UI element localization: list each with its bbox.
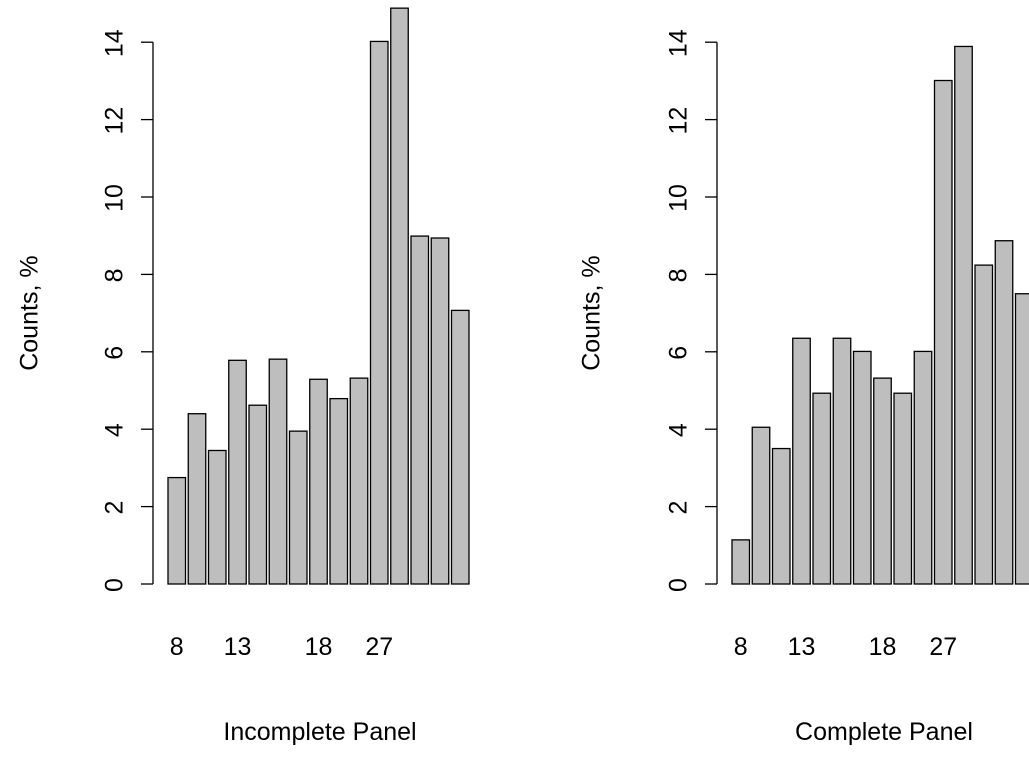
bar: [933, 79, 953, 585]
bar: [893, 392, 913, 585]
bar: [430, 237, 450, 585]
y-tick-label: 14: [665, 29, 693, 57]
y-tick-label: 4: [101, 423, 129, 437]
y-tick-label: 0: [665, 578, 693, 592]
bar: [309, 378, 328, 585]
bar: [288, 430, 308, 585]
y-tick-label: 14: [101, 29, 129, 57]
y-axis-label: Counts, %: [16, 255, 44, 370]
bar: [167, 476, 187, 585]
x-tick-labels: 8 13 18 27: [170, 633, 393, 661]
bar: [1014, 293, 1029, 585]
x-tick-label: 27: [365, 633, 393, 661]
x-tick-label: 13: [788, 633, 816, 661]
bar: [913, 350, 933, 585]
y-axis-label: Counts, %: [578, 255, 606, 370]
panel-title: Complete Panel: [795, 718, 973, 746]
panel-title: Incomplete Panel: [223, 718, 416, 746]
bar: [852, 350, 872, 585]
bar: [329, 397, 349, 585]
bar: [832, 337, 852, 585]
bar: [268, 358, 288, 585]
y-tick-label: 10: [101, 184, 129, 212]
panel-complete: 0 2 4 6 8 10 12 14 8 13 18 27 Counts, % Complete P…: [578, 29, 1029, 746]
y-tick-label: 8: [665, 268, 693, 282]
bar: [974, 264, 994, 585]
bar: [751, 426, 771, 585]
x-tick-label: 18: [869, 633, 897, 661]
y-axis: 0 2 4 6 8 10 12 14: [101, 29, 154, 592]
x-tick-label: 27: [929, 633, 957, 661]
bars: [167, 7, 470, 585]
y-tick-label: 10: [665, 184, 693, 212]
x-tick-label: 18: [305, 633, 333, 661]
y-tick-label: 8: [101, 268, 129, 282]
bar: [954, 45, 973, 585]
bar: [369, 40, 389, 585]
bar: [450, 309, 470, 585]
panel-incomplete: 0 2 4 6 8 10 12 14 8 13 18 27 Counts, % Incomplete…: [16, 7, 470, 746]
y-tick-label: 2: [101, 501, 129, 515]
y-tick-label: 0: [101, 578, 129, 592]
bar: [248, 404, 268, 585]
bar: [792, 337, 811, 585]
x-tick-labels: 8 13 18 27: [734, 633, 957, 661]
bar: [873, 377, 892, 585]
y-tick-label: 4: [665, 423, 693, 437]
bar: [207, 449, 227, 585]
bar: [410, 235, 430, 585]
bar: [771, 447, 791, 585]
bar: [228, 359, 247, 585]
y-tick-label: 2: [665, 501, 693, 515]
y-axis: 0 2 4 6 8 10 12 14: [665, 29, 718, 592]
y-tick-label: 6: [101, 346, 129, 360]
bars: [731, 45, 1029, 585]
bar: [390, 7, 409, 585]
y-tick-label: 12: [101, 107, 129, 135]
bar: [349, 377, 369, 585]
bar: [731, 539, 751, 585]
bar: [994, 240, 1014, 585]
x-tick-label: 8: [734, 633, 748, 661]
y-tick-label: 6: [665, 346, 693, 360]
x-tick-label: 13: [224, 633, 252, 661]
y-tick-label: 12: [665, 107, 693, 135]
x-tick-label: 8: [170, 633, 184, 661]
bar: [812, 392, 832, 585]
bar: [187, 413, 207, 585]
